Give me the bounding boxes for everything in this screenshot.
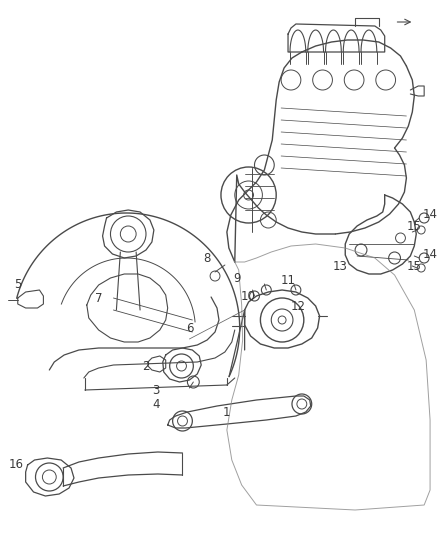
Text: 8: 8 xyxy=(204,252,211,264)
Text: 16: 16 xyxy=(8,457,23,471)
Text: 12: 12 xyxy=(290,300,305,312)
Text: 11: 11 xyxy=(280,273,296,287)
Text: 14: 14 xyxy=(423,248,438,262)
Text: 15: 15 xyxy=(407,260,422,272)
Text: 1: 1 xyxy=(223,406,231,418)
Text: 10: 10 xyxy=(241,289,256,303)
Text: 4: 4 xyxy=(152,398,159,410)
Text: 13: 13 xyxy=(333,260,348,272)
Text: 15: 15 xyxy=(407,221,422,233)
Text: 3: 3 xyxy=(152,384,159,397)
Text: 6: 6 xyxy=(186,321,193,335)
Text: 2: 2 xyxy=(142,359,150,373)
Text: 9: 9 xyxy=(233,271,240,285)
Text: 14: 14 xyxy=(423,208,438,222)
Text: 5: 5 xyxy=(14,278,21,290)
Text: 7: 7 xyxy=(95,292,102,304)
